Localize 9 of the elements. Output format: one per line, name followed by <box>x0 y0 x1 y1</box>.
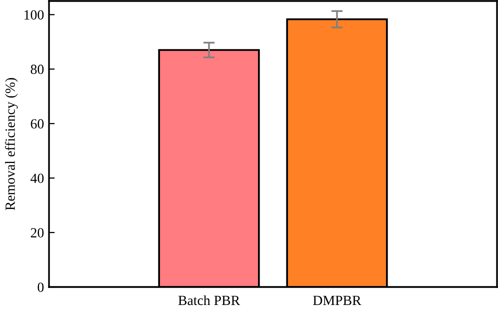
y-tick-label: 100 <box>24 10 44 20</box>
y-tick-label: 0 <box>38 282 44 292</box>
y-tick-label: 40 <box>30 174 44 184</box>
y-axis-title: Removal efficiency (%) <box>4 78 18 210</box>
y-tick-label: 20 <box>30 228 44 238</box>
x-tick-label: DMPBR <box>313 296 362 306</box>
y-tick-label: 60 <box>30 119 44 129</box>
y-tick-label: 80 <box>30 64 44 74</box>
x-tick-label: Batch PBR <box>178 295 240 306</box>
